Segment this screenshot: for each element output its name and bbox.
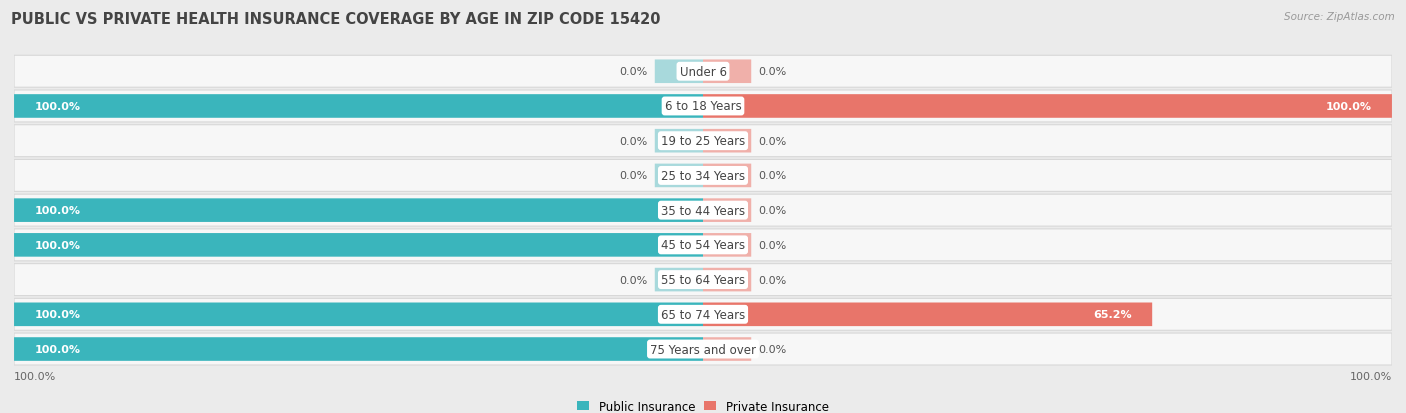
Text: 0.0%: 0.0%	[758, 206, 786, 216]
FancyBboxPatch shape	[703, 233, 751, 257]
FancyBboxPatch shape	[14, 95, 703, 119]
Text: 100.0%: 100.0%	[35, 310, 80, 320]
Text: 0.0%: 0.0%	[758, 240, 786, 250]
FancyBboxPatch shape	[655, 60, 703, 84]
FancyBboxPatch shape	[14, 299, 1392, 330]
FancyBboxPatch shape	[703, 164, 751, 188]
Text: 65 to 74 Years: 65 to 74 Years	[661, 308, 745, 321]
FancyBboxPatch shape	[703, 268, 751, 292]
Text: PUBLIC VS PRIVATE HEALTH INSURANCE COVERAGE BY AGE IN ZIP CODE 15420: PUBLIC VS PRIVATE HEALTH INSURANCE COVER…	[11, 12, 661, 27]
Text: Source: ZipAtlas.com: Source: ZipAtlas.com	[1284, 12, 1395, 22]
Text: 0.0%: 0.0%	[758, 344, 786, 354]
FancyBboxPatch shape	[14, 195, 1392, 227]
Text: 55 to 64 Years: 55 to 64 Years	[661, 273, 745, 286]
Text: 6 to 18 Years: 6 to 18 Years	[665, 100, 741, 113]
FancyBboxPatch shape	[14, 199, 703, 223]
FancyBboxPatch shape	[14, 264, 1392, 296]
Text: Under 6: Under 6	[679, 66, 727, 78]
Text: 35 to 44 Years: 35 to 44 Years	[661, 204, 745, 217]
Text: 0.0%: 0.0%	[620, 275, 648, 285]
Text: 0.0%: 0.0%	[758, 67, 786, 77]
FancyBboxPatch shape	[14, 91, 1392, 123]
FancyBboxPatch shape	[703, 60, 751, 84]
Text: 0.0%: 0.0%	[758, 275, 786, 285]
Text: 0.0%: 0.0%	[758, 171, 786, 181]
FancyBboxPatch shape	[14, 126, 1392, 157]
FancyBboxPatch shape	[703, 199, 751, 223]
Legend: Public Insurance, Private Insurance: Public Insurance, Private Insurance	[572, 395, 834, 413]
Text: 65.2%: 65.2%	[1092, 310, 1132, 320]
FancyBboxPatch shape	[14, 303, 703, 326]
FancyBboxPatch shape	[14, 333, 1392, 365]
FancyBboxPatch shape	[14, 229, 1392, 261]
Text: 0.0%: 0.0%	[620, 171, 648, 181]
Text: 100.0%: 100.0%	[35, 206, 80, 216]
Text: 100.0%: 100.0%	[1350, 371, 1392, 381]
Text: 0.0%: 0.0%	[758, 136, 786, 146]
FancyBboxPatch shape	[703, 130, 751, 153]
FancyBboxPatch shape	[703, 303, 1152, 326]
Text: 100.0%: 100.0%	[35, 344, 80, 354]
FancyBboxPatch shape	[14, 56, 1392, 88]
Text: 0.0%: 0.0%	[620, 67, 648, 77]
FancyBboxPatch shape	[655, 268, 703, 292]
Text: 0.0%: 0.0%	[620, 136, 648, 146]
Text: 100.0%: 100.0%	[14, 371, 56, 381]
FancyBboxPatch shape	[703, 337, 751, 361]
FancyBboxPatch shape	[14, 337, 703, 361]
FancyBboxPatch shape	[14, 160, 1392, 192]
Text: 19 to 25 Years: 19 to 25 Years	[661, 135, 745, 148]
Text: 100.0%: 100.0%	[1326, 102, 1371, 112]
Text: 75 Years and over: 75 Years and over	[650, 343, 756, 356]
Text: 100.0%: 100.0%	[35, 240, 80, 250]
FancyBboxPatch shape	[655, 130, 703, 153]
FancyBboxPatch shape	[655, 164, 703, 188]
Text: 45 to 54 Years: 45 to 54 Years	[661, 239, 745, 252]
FancyBboxPatch shape	[703, 95, 1392, 119]
FancyBboxPatch shape	[14, 233, 703, 257]
Text: 25 to 34 Years: 25 to 34 Years	[661, 169, 745, 183]
Text: 100.0%: 100.0%	[35, 102, 80, 112]
